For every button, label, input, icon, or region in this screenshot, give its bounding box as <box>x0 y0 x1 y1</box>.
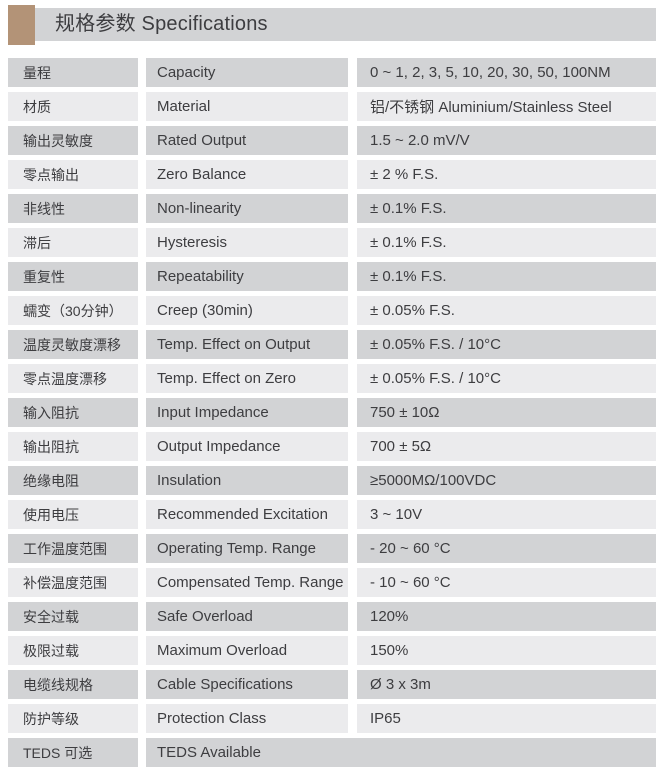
table-row: 极限过载 Maximum Overload 150% <box>8 636 656 665</box>
spec-label-zh: 量程 <box>8 58 138 87</box>
spec-label-zh: 极限过载 <box>8 636 138 665</box>
spec-value: ± 0.1% F.S. <box>357 194 656 223</box>
spec-value: IP65 <box>357 704 656 733</box>
spec-label-en: Repeatability <box>146 262 348 291</box>
table-row: 材质 Material 铝/不锈钢 Aluminium/Stainless St… <box>8 92 656 121</box>
table-row: 输入阻抗 Input Impedance 750 ± 10Ω <box>8 398 656 427</box>
spec-label-zh: 材质 <box>8 92 138 121</box>
spec-value: - 10 ~ 60 °C <box>357 568 656 597</box>
spec-value: - 20 ~ 60 °C <box>357 534 656 563</box>
spec-value: Ø 3 x 3m <box>357 670 656 699</box>
table-row: 使用电压 Recommended Excitation 3 ~ 10V <box>8 500 656 529</box>
spec-label-zh: 补偿温度范围 <box>8 568 138 597</box>
spec-value: ± 0.05% F.S. / 10°C <box>357 330 656 359</box>
spec-label-en: Zero Balance <box>146 160 348 189</box>
spec-value: ± 0.05% F.S. <box>357 296 656 325</box>
spec-label-en: Capacity <box>146 58 348 87</box>
accent-square <box>8 5 35 45</box>
table-row: 蠕变（30分钟） Creep (30min) ± 0.05% F.S. <box>8 296 656 325</box>
table-row: 安全过载 Safe Overload 120% <box>8 602 656 631</box>
section-header-bar <box>8 8 656 41</box>
spec-value: ± 0.1% F.S. <box>357 228 656 257</box>
table-row: 补偿温度范围 Compensated Temp. Range - 10 ~ 60… <box>8 568 656 597</box>
spec-label-zh: 工作温度范围 <box>8 534 138 563</box>
spec-label-en: Creep (30min) <box>146 296 348 325</box>
spec-value: 1.5 ~ 2.0 mV/V <box>357 126 656 155</box>
spec-label-en: Safe Overload <box>146 602 348 631</box>
spec-label-zh: 零点输出 <box>8 160 138 189</box>
spec-label-en: Operating Temp. Range <box>146 534 348 563</box>
spec-label-en: Insulation <box>146 466 348 495</box>
spec-value: 铝/不锈钢 Aluminium/Stainless Steel <box>357 92 656 121</box>
spec-label-en: Cable Specifications <box>146 670 348 699</box>
spec-value: ≥5000MΩ/100VDC <box>357 466 656 495</box>
spec-label-en: Protection Class <box>146 704 348 733</box>
spec-label-zh: 防护等级 <box>8 704 138 733</box>
spec-value: 3 ~ 10V <box>357 500 656 529</box>
spec-table: 量程 Capacity 0 ~ 1, 2, 3, 5, 10, 20, 30, … <box>8 58 656 772</box>
table-row: 防护等级 Protection Class IP65 <box>8 704 656 733</box>
spec-label-zh: 滞后 <box>8 228 138 257</box>
spec-label-zh: 输出阻抗 <box>8 432 138 461</box>
spec-label-zh: 安全过载 <box>8 602 138 631</box>
table-row: 零点温度漂移 Temp. Effect on Zero ± 0.05% F.S.… <box>8 364 656 393</box>
spec-label-zh: 电缆线规格 <box>8 670 138 699</box>
spec-label-zh: TEDS 可选 <box>8 738 138 767</box>
spec-value: ± 0.1% F.S. <box>357 262 656 291</box>
spec-label-zh: 重复性 <box>8 262 138 291</box>
table-row: 输出灵敏度 Rated Output 1.5 ~ 2.0 mV/V <box>8 126 656 155</box>
spec-label-en: Temp. Effect on Output <box>146 330 348 359</box>
spec-label-en: Input Impedance <box>146 398 348 427</box>
spec-label-en: Material <box>146 92 348 121</box>
spec-label-en: Non-linearity <box>146 194 348 223</box>
table-row: 零点输出 Zero Balance ± 2 % F.S. <box>8 160 656 189</box>
table-row: 非线性 Non-linearity ± 0.1% F.S. <box>8 194 656 223</box>
spec-label-zh: 温度灵敏度漂移 <box>8 330 138 359</box>
spec-label-en: Rated Output <box>146 126 348 155</box>
table-row: 工作温度范围 Operating Temp. Range - 20 ~ 60 °… <box>8 534 656 563</box>
spec-label-zh: 绝缘电阻 <box>8 466 138 495</box>
spec-label-zh: 零点温度漂移 <box>8 364 138 393</box>
spec-label-zh: 输入阻抗 <box>8 398 138 427</box>
table-row: 温度灵敏度漂移 Temp. Effect on Output ± 0.05% F… <box>8 330 656 359</box>
table-row: 滞后 Hysteresis ± 0.1% F.S. <box>8 228 656 257</box>
spec-value: 150% <box>357 636 656 665</box>
spec-value: 750 ± 10Ω <box>357 398 656 427</box>
spec-value: ± 0.05% F.S. / 10°C <box>357 364 656 393</box>
spec-label-zh: 蠕变（30分钟） <box>8 296 138 325</box>
table-row: TEDS 可选 TEDS Available <box>8 738 656 767</box>
table-row: 量程 Capacity 0 ~ 1, 2, 3, 5, 10, 20, 30, … <box>8 58 656 87</box>
spec-label-en: Recommended Excitation <box>146 500 348 529</box>
table-row: 电缆线规格 Cable Specifications Ø 3 x 3m <box>8 670 656 699</box>
spec-value: 700 ± 5Ω <box>357 432 656 461</box>
spec-label-en: Temp. Effect on Zero <box>146 364 348 393</box>
spec-label-zh: 使用电压 <box>8 500 138 529</box>
spec-value: 120% <box>357 602 656 631</box>
table-row: 重复性 Repeatability ± 0.1% F.S. <box>8 262 656 291</box>
spec-value: ± 2 % F.S. <box>357 160 656 189</box>
spec-label-en: Hysteresis <box>146 228 348 257</box>
spec-label-en: TEDS Available <box>146 738 656 767</box>
spec-label-zh: 输出灵敏度 <box>8 126 138 155</box>
spec-label-zh: 非线性 <box>8 194 138 223</box>
spec-value: 0 ~ 1, 2, 3, 5, 10, 20, 30, 50, 100NM <box>357 58 656 87</box>
spec-label-en: Compensated Temp. Range <box>146 568 348 597</box>
table-row: 绝缘电阻 Insulation ≥5000MΩ/100VDC <box>8 466 656 495</box>
spec-label-en: Maximum Overload <box>146 636 348 665</box>
page-title: 规格参数 Specifications <box>55 13 268 35</box>
table-row: 输出阻抗 Output Impedance 700 ± 5Ω <box>8 432 656 461</box>
spec-label-en: Output Impedance <box>146 432 348 461</box>
